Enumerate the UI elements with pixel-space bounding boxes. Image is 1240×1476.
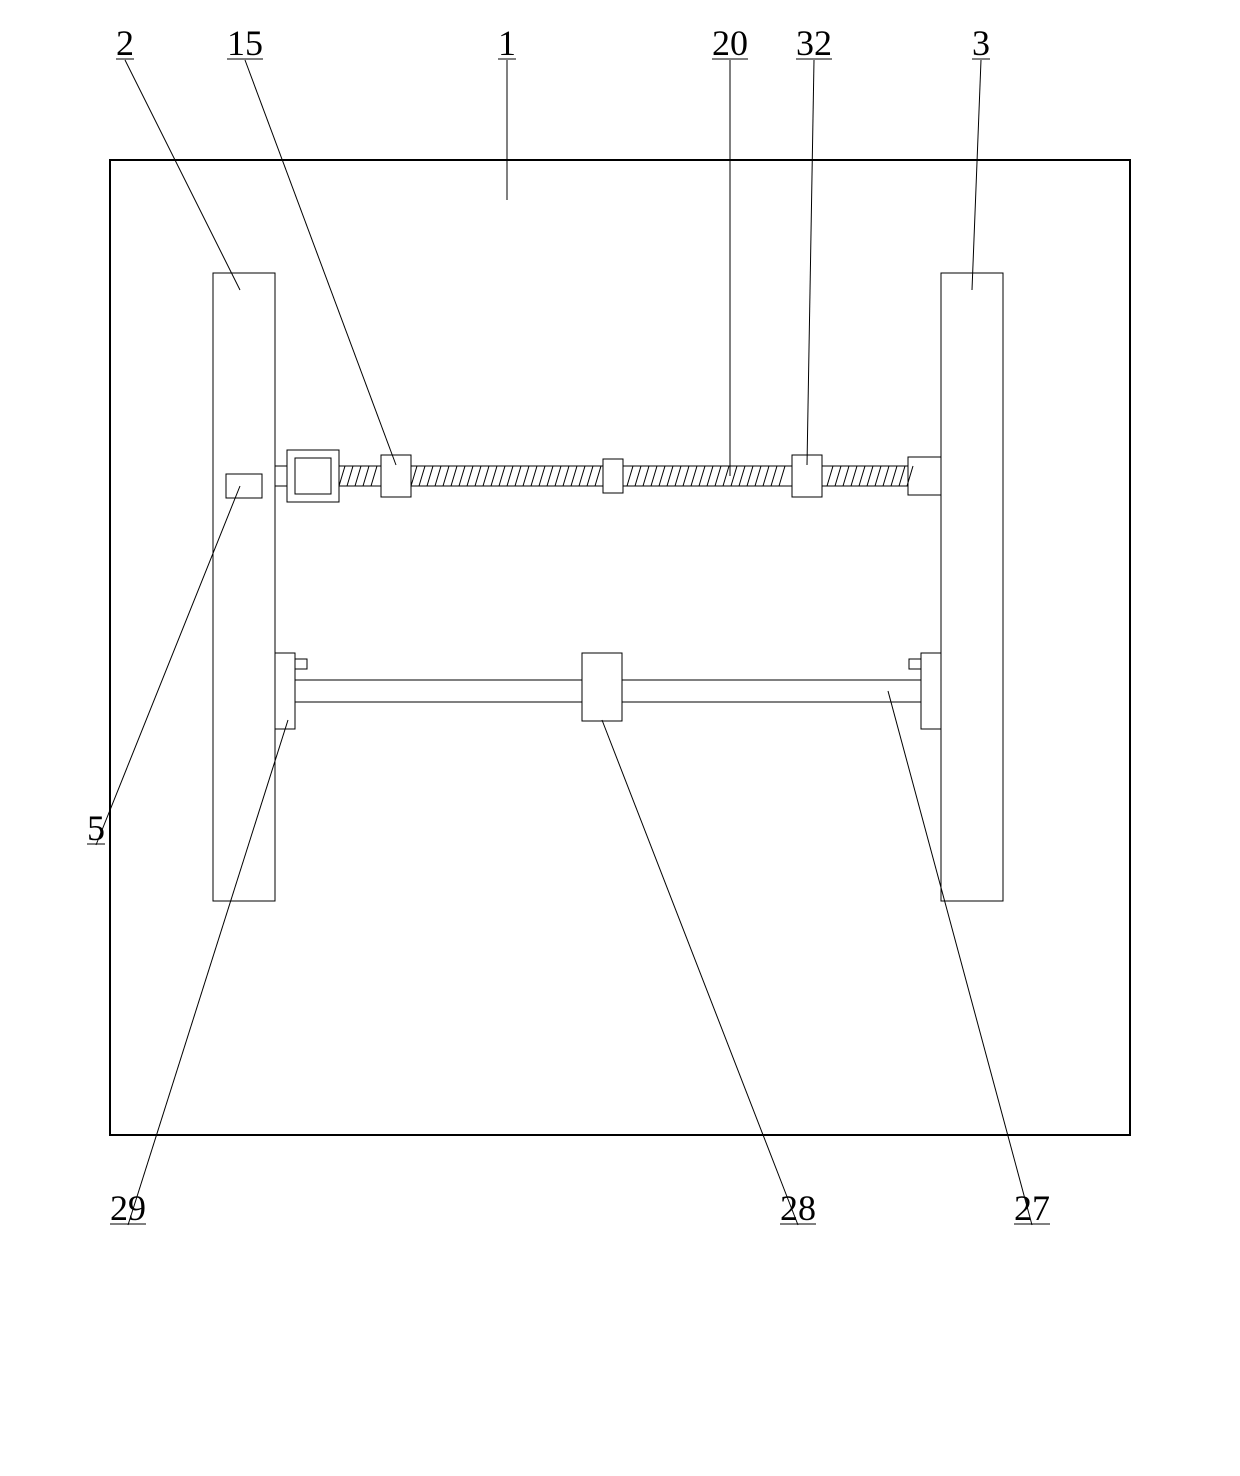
motor-inner bbox=[295, 458, 331, 494]
screw-hatch bbox=[563, 466, 569, 486]
screw-block bbox=[381, 455, 411, 497]
screw-hatch bbox=[747, 466, 753, 486]
screw-hatch bbox=[691, 466, 697, 486]
screw-hatch bbox=[683, 466, 689, 486]
screw-hatch bbox=[579, 466, 585, 486]
lower-right-peg bbox=[909, 659, 921, 669]
screw-hatch bbox=[411, 466, 417, 486]
screw-hatch bbox=[507, 466, 513, 486]
leader-l27 bbox=[888, 691, 1032, 1225]
screw-hatch bbox=[347, 466, 353, 486]
screw-hatch bbox=[355, 466, 361, 486]
screw-hatch bbox=[659, 466, 665, 486]
screw-hatch bbox=[843, 466, 849, 486]
label-l32: 32 bbox=[796, 23, 832, 63]
screw-hatch bbox=[699, 466, 705, 486]
screw-hatch bbox=[523, 466, 529, 486]
screw-hatch bbox=[851, 466, 857, 486]
leader-l28 bbox=[602, 720, 798, 1225]
right-pillar bbox=[941, 273, 1003, 901]
label-l2: 2 bbox=[116, 23, 134, 63]
screw-hatch bbox=[627, 466, 633, 486]
lower-left-bracket bbox=[275, 653, 295, 729]
screw-hatch bbox=[667, 466, 673, 486]
screw-hatch bbox=[675, 466, 681, 486]
label-l5: 5 bbox=[87, 808, 105, 848]
screw-hatch bbox=[547, 466, 553, 486]
screw-hatch bbox=[731, 466, 737, 486]
lower-center-block bbox=[582, 653, 622, 721]
screw-hatch bbox=[707, 466, 713, 486]
label-l29: 29 bbox=[110, 1188, 146, 1228]
lower-left-peg bbox=[295, 659, 307, 669]
screw-hatch bbox=[555, 466, 561, 486]
screw-hatch bbox=[339, 466, 345, 486]
screw-hatch bbox=[363, 466, 369, 486]
screw-hatch bbox=[715, 466, 721, 486]
screw-hatch bbox=[739, 466, 745, 486]
outer-frame bbox=[110, 160, 1130, 1135]
label-l20: 20 bbox=[712, 23, 748, 63]
screw-hatch bbox=[483, 466, 489, 486]
screw-hatch bbox=[371, 466, 377, 486]
label-l27: 27 bbox=[1014, 1188, 1050, 1228]
screw-hatch bbox=[763, 466, 769, 486]
screw-hatch bbox=[755, 466, 761, 486]
screw-hatch bbox=[459, 466, 465, 486]
label-l1: 1 bbox=[498, 23, 516, 63]
leader-l32 bbox=[807, 60, 814, 465]
screw-hatch bbox=[515, 466, 521, 486]
screw-hatch bbox=[435, 466, 441, 486]
screw-hatch bbox=[595, 466, 601, 486]
screw-hatch bbox=[779, 466, 785, 486]
screw-hatch bbox=[443, 466, 449, 486]
screw-hatch bbox=[771, 466, 777, 486]
screw-block bbox=[603, 459, 623, 493]
screw-hatch bbox=[587, 466, 593, 486]
screw-hatch bbox=[427, 466, 433, 486]
screw-hatch bbox=[491, 466, 497, 486]
screw-hatch bbox=[867, 466, 873, 486]
screw-hatch bbox=[643, 466, 649, 486]
screw-hatch bbox=[451, 466, 457, 486]
screw-hatch bbox=[539, 466, 545, 486]
screw-hatch bbox=[883, 466, 889, 486]
leader-l15 bbox=[245, 60, 396, 465]
leader-l3 bbox=[972, 60, 981, 290]
screw-hatch bbox=[875, 466, 881, 486]
screw-hatch bbox=[859, 466, 865, 486]
screw-hatch bbox=[891, 466, 897, 486]
leader-l29 bbox=[128, 720, 288, 1225]
screw-hatch bbox=[835, 466, 841, 486]
label-l28: 28 bbox=[780, 1188, 816, 1228]
leader-l2 bbox=[125, 60, 240, 290]
screw-hatch bbox=[899, 466, 905, 486]
screw-hatch bbox=[475, 466, 481, 486]
screw-hatch bbox=[419, 466, 425, 486]
lower-right-bracket bbox=[921, 653, 941, 729]
label-l15: 15 bbox=[227, 23, 263, 63]
screw-hatch bbox=[571, 466, 577, 486]
left-small-block bbox=[226, 474, 262, 498]
screw-end-block bbox=[908, 457, 941, 495]
screw-hatch bbox=[499, 466, 505, 486]
left-pillar bbox=[213, 273, 275, 901]
label-l3: 3 bbox=[972, 23, 990, 63]
screw-hatch bbox=[827, 466, 833, 486]
screw-hatch bbox=[651, 466, 657, 486]
leader-l5 bbox=[96, 486, 240, 845]
screw-hatch bbox=[467, 466, 473, 486]
screw-hatch bbox=[531, 466, 537, 486]
screw-hatch bbox=[723, 466, 729, 486]
motor-stub bbox=[275, 466, 287, 486]
screw-hatch bbox=[635, 466, 641, 486]
